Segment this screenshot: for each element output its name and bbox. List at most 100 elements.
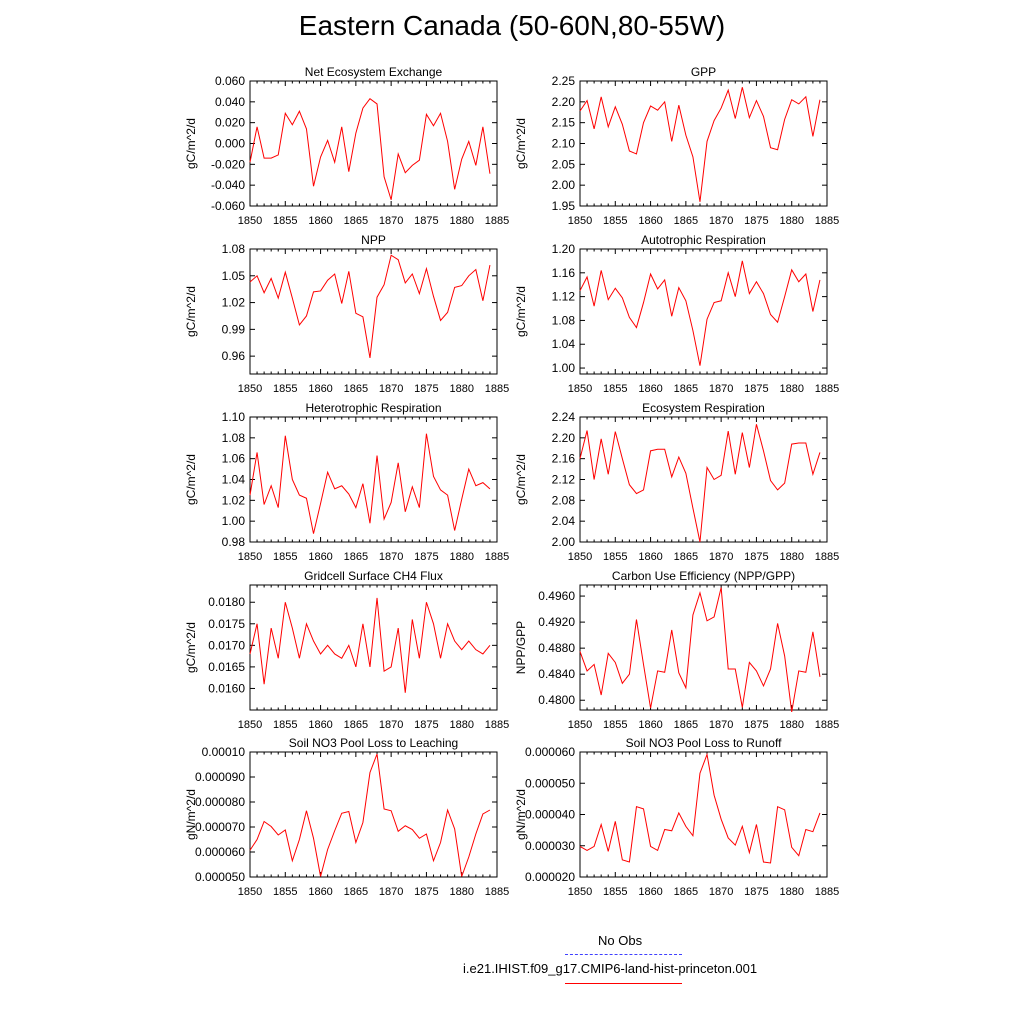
panel-3-ytick-label: 0.96	[222, 349, 246, 363]
panel-4-xtick-label: 1855	[603, 383, 627, 395]
panel-5-xtick-label: 1865	[344, 551, 368, 563]
panel-10-ytick-label: 0.000030	[525, 839, 575, 853]
panel-4-ytick-label: 1.04	[552, 337, 576, 351]
panel-9-xtick-label: 1855	[273, 886, 297, 898]
panel-7-xtick-label: 1865	[344, 719, 368, 731]
panel-10-ylabel: gN/m^2/d	[514, 789, 528, 840]
panel-8-ylabel: NPP/GPP	[514, 621, 528, 674]
panel-4-series-line	[579, 260, 821, 366]
panel-5-xtick-label: 1860	[308, 551, 332, 563]
panel-9-xtick-label: 1880	[449, 886, 473, 898]
panel-1-xtick-label: 1870	[379, 215, 403, 227]
panel-1-xtick-label: 1885	[485, 215, 509, 227]
panel-3-ytick-label: 0.99	[222, 322, 246, 336]
panel-3-series-line	[249, 254, 491, 359]
panel-1-ytick-label: 0.000	[215, 137, 245, 151]
panel-8-xtick-label: 1850	[568, 719, 592, 731]
panel-2-xtick-label: 1885	[815, 215, 839, 227]
panel-3-xtick-label: 1885	[485, 383, 509, 395]
panel-1-ytick-label: -0.020	[211, 157, 245, 171]
panel-5-title: Heterotrophic Respiration	[305, 401, 441, 415]
panel-8-xtick-label: 1870	[709, 719, 733, 731]
panel-1-ytick-label: -0.060	[211, 199, 245, 213]
panel-5-series-line	[249, 433, 491, 534]
panel-4-ytick-label: 1.12	[552, 290, 576, 304]
panel-7-ylabel: gC/m^2/d	[184, 622, 198, 673]
panel-6-xtick-label: 1885	[815, 551, 839, 563]
panel-6-xtick-label: 1870	[709, 551, 733, 563]
panel-2-ylabel: gC/m^2/d	[514, 118, 528, 169]
panel-10-frame	[579, 751, 828, 878]
panel-5-xtick-label: 1870	[379, 551, 403, 563]
panel-5-ytick-label: 1.02	[222, 493, 246, 507]
panel-9-xtick-label: 1860	[308, 886, 332, 898]
panel-2-xtick-label: 1870	[709, 215, 733, 227]
panel-5-xtick-label: 1855	[273, 551, 297, 563]
panel-6-xtick-label: 1875	[744, 551, 768, 563]
panel-3-xtick-label: 1850	[238, 383, 262, 395]
panel-6-ytick-label: 2.16	[552, 452, 576, 466]
panel-3-ytick-label: 1.02	[222, 296, 246, 310]
panel-2-xtick-label: 1860	[638, 215, 662, 227]
panel-4-xtick-label: 1880	[779, 383, 803, 395]
panel-1-xtick-label: 1855	[273, 215, 297, 227]
panel-10-ytick-label: 0.000050	[525, 776, 575, 790]
panel-3-xtick-label: 1870	[379, 383, 403, 395]
panel-5-ytick-label: 1.10	[222, 410, 246, 424]
panel-7-xtick-label: 1880	[449, 719, 473, 731]
panel-2-title: GPP	[691, 65, 716, 79]
panel-6-xtick-label: 1860	[638, 551, 662, 563]
panel-8-ytick-label: 0.4800	[538, 693, 575, 707]
panel-9-ytick-label: 0.000050	[195, 870, 245, 884]
panel-6-xtick-label: 1855	[603, 551, 627, 563]
panel-6-title: Ecosystem Respiration	[642, 401, 765, 415]
panel-5-ytick-label: 1.08	[222, 431, 246, 445]
panel-5-xtick-label: 1850	[238, 551, 262, 563]
panel-6-ytick-label: 2.00	[552, 535, 576, 549]
panel-7-xtick-label: 1870	[379, 719, 403, 731]
panel-4-xtick-label: 1850	[568, 383, 592, 395]
panel-2-series-line	[579, 87, 821, 202]
panel-10-series-line	[579, 752, 821, 864]
panel-4-ytick-label: 1.16	[552, 266, 576, 280]
panel-10-xtick-label: 1855	[603, 886, 627, 898]
panel-5-xtick-label: 1880	[449, 551, 473, 563]
panel-8-xtick-label: 1875	[744, 719, 768, 731]
panel-9-ylabel: gN/m^2/d	[184, 789, 198, 840]
panel-10-xtick-label: 1865	[674, 886, 698, 898]
panel-7-xtick-label: 1855	[273, 719, 297, 731]
panel-1-ytick-label: 0.040	[215, 95, 245, 109]
panel-1-xtick-label: 1850	[238, 215, 262, 227]
panel-9-xtick-label: 1870	[379, 886, 403, 898]
panel-2-xtick-label: 1880	[779, 215, 803, 227]
panel-7-xtick-label: 1875	[414, 719, 438, 731]
panel-8-xtick-label: 1865	[674, 719, 698, 731]
panel-2-xtick-label: 1875	[744, 215, 768, 227]
panel-3-ytick-label: 1.05	[222, 269, 246, 283]
panel-9-xtick-label: 1850	[238, 886, 262, 898]
panel-3-xtick-label: 1865	[344, 383, 368, 395]
panel-4-frame	[579, 248, 828, 375]
panel-2-frame	[579, 80, 828, 207]
panel-2-ytick-label: 2.20	[552, 95, 576, 109]
panel-7-series-line	[249, 597, 491, 693]
panel-8-ytick-label: 0.4920	[538, 615, 575, 629]
panel-5-xtick-label: 1875	[414, 551, 438, 563]
panel-9-xtick-label: 1885	[485, 886, 509, 898]
panel-3-frame	[249, 248, 498, 375]
panel-1-xtick-label: 1880	[449, 215, 473, 227]
panel-10-ytick-label: 0.000040	[525, 808, 575, 822]
panel-1-ytick-label: -0.040	[211, 178, 245, 192]
panel-6-ylabel: gC/m^2/d	[514, 454, 528, 505]
panel-3-xtick-label: 1855	[273, 383, 297, 395]
panel-3-xtick-label: 1875	[414, 383, 438, 395]
panel-1-ytick-label: 0.060	[215, 74, 245, 88]
panel-5-ylabel: gC/m^2/d	[184, 454, 198, 505]
panel-7-xtick-label: 1860	[308, 719, 332, 731]
panel-1-title: Net Ecosystem Exchange	[305, 65, 443, 79]
panel-2-ytick-label: 2.15	[552, 116, 576, 130]
panel-5-ytick-label: 1.00	[222, 514, 246, 528]
panel-8-xtick-label: 1885	[815, 719, 839, 731]
panel-10-xtick-label: 1850	[568, 886, 592, 898]
